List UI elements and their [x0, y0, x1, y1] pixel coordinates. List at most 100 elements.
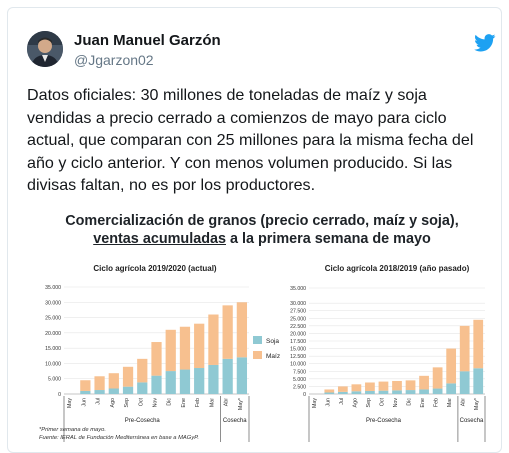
- bar-maiz: [378, 381, 389, 391]
- bar-maiz: [80, 380, 91, 391]
- twitter-bird-icon[interactable]: [474, 34, 496, 52]
- x-tick-label: Mar: [447, 398, 453, 407]
- bar-maiz: [165, 329, 176, 372]
- group-label-cosecha: Cosecha: [460, 418, 484, 424]
- footnote-fuente: Fuente: IERAL de Fundación Mediterránea …: [39, 435, 199, 441]
- x-tick-label: Abr: [461, 398, 467, 406]
- tweet-text: Datos oficiales: 30 millones de tonelada…: [27, 84, 497, 197]
- bar-maiz: [446, 348, 457, 384]
- y-tick-label: 35.000: [290, 286, 306, 292]
- tweet-text-line: actual, que comparan con 25 millones par…: [27, 131, 474, 149]
- x-tick-label: Ago: [352, 398, 358, 407]
- bar-maiz: [222, 305, 233, 359]
- bar-soja: [122, 386, 134, 394]
- bar-soja: [324, 392, 335, 394]
- bar-maiz: [324, 389, 335, 393]
- x-tick-label: Dic: [407, 398, 413, 406]
- bar-maiz: [419, 375, 429, 390]
- x-tick-label: Oct: [138, 397, 144, 406]
- bar-maiz: [236, 302, 248, 358]
- bar-soja: [378, 390, 389, 394]
- bar-soja: [194, 368, 205, 394]
- x-tick-label: Jun: [81, 398, 87, 407]
- y-tick-label: 12.500: [290, 354, 306, 360]
- x-tick-label: Jun: [325, 398, 331, 407]
- y-tick-label: 5.000: [48, 377, 61, 383]
- bar-soja: [222, 358, 233, 394]
- bar-maiz: [392, 380, 402, 391]
- y-tick-label: 5.000: [293, 377, 306, 383]
- x-tick-label: Sep: [366, 398, 372, 407]
- y-tick-label: 0: [58, 392, 61, 398]
- bar-soja: [179, 369, 191, 394]
- bar-soja: [236, 357, 248, 394]
- avatar-image: [27, 31, 63, 67]
- bar-maiz: [151, 342, 162, 376]
- y-tick-label: 7.500: [293, 369, 306, 375]
- bar-maiz: [137, 358, 148, 383]
- bar-soja: [94, 390, 105, 394]
- y-tick-label: 20.000: [45, 331, 61, 337]
- bar-maiz: [194, 323, 205, 369]
- charts-svg: Ciclo agrícola 2019/2020 (actual) 0 5.000 1…: [45, 264, 486, 442]
- x-tick-label: Nov: [393, 398, 399, 408]
- bar-soja: [432, 388, 443, 394]
- x-tick-label: Feb: [434, 398, 440, 407]
- x-tick-label: Jul: [96, 398, 102, 405]
- legend-label-maiz: Maíz: [266, 353, 280, 360]
- x-tick-label: May: [67, 398, 73, 408]
- bar-soja: [108, 388, 119, 394]
- y-tick-label: 25.000: [45, 316, 61, 322]
- media-title-rest: a la primera semana de mayo: [226, 231, 431, 247]
- bar-soja: [351, 391, 362, 394]
- bar-soja: [473, 368, 484, 394]
- bar-soja: [446, 383, 457, 394]
- legend-label-soja: Soja: [266, 338, 279, 345]
- y-tick-label: 10.000: [45, 361, 61, 367]
- chart-title: Ciclo agrícola 2019/2020 (actual): [93, 264, 217, 273]
- y-tick-label: 25.000: [290, 316, 306, 322]
- bar-soja: [137, 382, 148, 394]
- bar-maiz: [432, 367, 443, 389]
- group-label-precosecha: Pre-Cosecha: [125, 418, 161, 424]
- group-label-precosecha: Pre-Cosecha: [366, 418, 402, 424]
- y-tick-label: 27.500: [290, 309, 306, 315]
- x-tick-label: May*: [238, 398, 244, 410]
- x-tick-label: Oct: [379, 397, 385, 406]
- media-title-line-2: ventas acumuladas a la primera semana de…: [27, 231, 497, 247]
- y-tick-label: 0: [303, 392, 306, 398]
- bar-maiz: [365, 382, 375, 391]
- avatar[interactable]: [27, 31, 63, 67]
- bar-maiz: [208, 314, 219, 365]
- y-tick-label: 20.000: [290, 331, 306, 337]
- bar-soja: [405, 390, 416, 394]
- user-handle[interactable]: @Jgarzon02: [74, 52, 154, 68]
- group-label-cosecha: Cosecha: [223, 418, 247, 424]
- bar-soja: [392, 390, 402, 394]
- x-tick-label: May: [312, 398, 318, 408]
- tweet-text-line: Datos oficiales: 30 millones de tonelada…: [27, 86, 427, 104]
- tweet-text-line: vendidas a precio cerrado a comienzos de…: [27, 108, 447, 127]
- x-tick-label: Jul: [339, 398, 345, 405]
- y-tick-label: 15.000: [290, 347, 306, 353]
- x-tick-label: Ene: [420, 398, 426, 407]
- tweet-text-line: año y ciclo anterior. Y con menos volume…: [27, 153, 453, 172]
- user-display-name[interactable]: Juan Manuel Garzón: [74, 32, 221, 49]
- bar-soja: [337, 391, 348, 394]
- x-tick-label: Feb: [195, 398, 201, 407]
- x-tick-label: Nov: [153, 398, 159, 408]
- tweet-media-image[interactable]: Comercialización de granos (precio cerra…: [27, 200, 497, 452]
- bar-maiz: [473, 319, 484, 369]
- bar-maiz: [405, 380, 416, 391]
- x-tick-label: Ene: [181, 398, 187, 407]
- bar-soja: [419, 389, 429, 394]
- bar-soja: [165, 371, 176, 394]
- legend-swatch-soja: [253, 336, 262, 344]
- bar-soja: [80, 390, 91, 394]
- x-tick-label: May*: [474, 398, 480, 410]
- x-tick-label: Sep: [124, 398, 130, 407]
- bar-soja: [459, 371, 470, 394]
- x-tick-label: Dic: [167, 398, 173, 406]
- y-tick-label: 10.000: [290, 362, 306, 368]
- bar-soja: [208, 364, 219, 394]
